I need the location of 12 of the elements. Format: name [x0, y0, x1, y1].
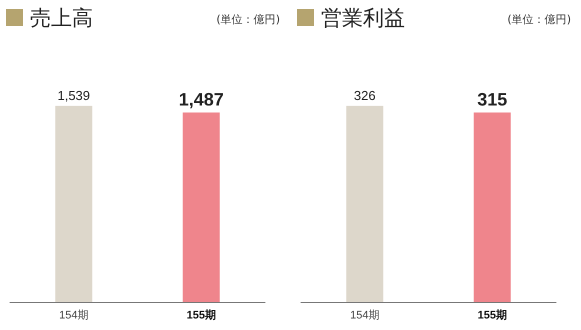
x-tick-label: 154期 [59, 310, 88, 322]
data-label: 1,487 [178, 89, 224, 110]
data-label: 315 [477, 89, 508, 110]
x-tick-label: 155期 [478, 308, 507, 322]
text: (単位：億円) [507, 12, 571, 27]
chart-title: 売上高 [30, 5, 93, 32]
data-label: 1,539 [57, 88, 90, 103]
text: (単位：億円) [216, 12, 280, 27]
x-tick-label: 155期 [186, 308, 216, 322]
data-label: 326 [354, 88, 376, 103]
chart-title: 営業利益 [321, 5, 405, 32]
x-tick-label: 154期 [350, 310, 380, 322]
